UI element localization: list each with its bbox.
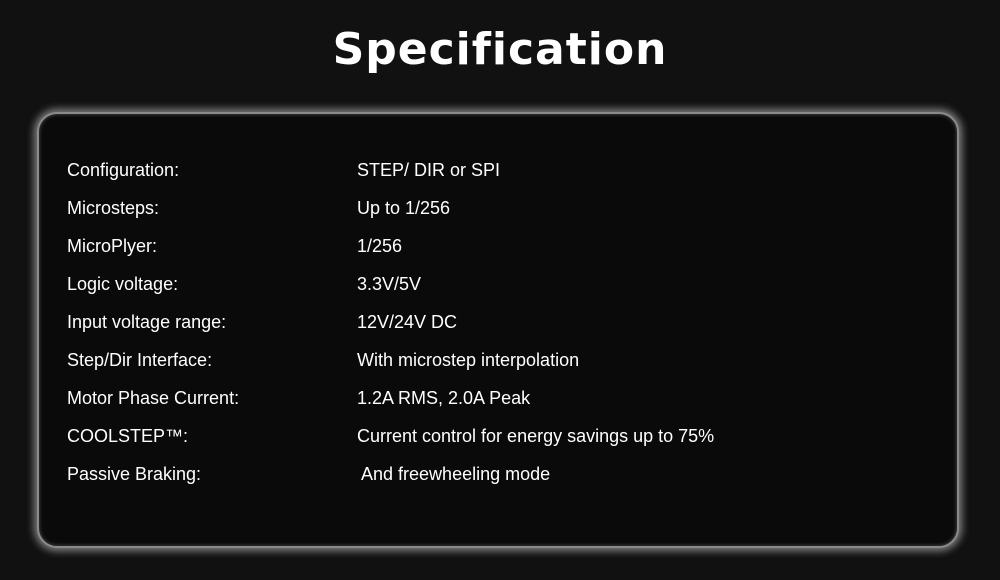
spec-label: Logic voltage: (67, 274, 179, 294)
spec-value: 12V/24V DC (357, 312, 458, 332)
spec-value: STEP/ DIR or SPI (357, 160, 501, 180)
spec-label: Configuration: (67, 160, 180, 180)
spec-label: Input voltage range: (67, 312, 227, 332)
spec-label: Passive Braking: (67, 464, 202, 484)
spec-value: And freewheeling mode (357, 464, 551, 484)
spec-label: Motor Phase Current: (67, 388, 240, 408)
spec-label: Microsteps: (67, 198, 160, 218)
spec-panel: Configuration: STEP/ DIR or SPI Microstep… (37, 112, 959, 548)
page-title: Specification (332, 24, 668, 75)
spec-label: COOLSTEP™: (67, 426, 189, 446)
spec-value: 1/256 (357, 236, 403, 256)
spec-value: 3.3V/5V (357, 274, 422, 294)
spec-value: Up to 1/256 (357, 198, 451, 218)
spec-value: 1.2A RMS, 2.0A Peak (357, 388, 531, 408)
spec-label: MicroPlyer: (67, 236, 158, 256)
spec-value: Current control for energy savings up to… (357, 426, 715, 446)
spec-value: With microstep interpolation (357, 350, 580, 370)
spec-label: Step/Dir Interface: (67, 350, 213, 370)
